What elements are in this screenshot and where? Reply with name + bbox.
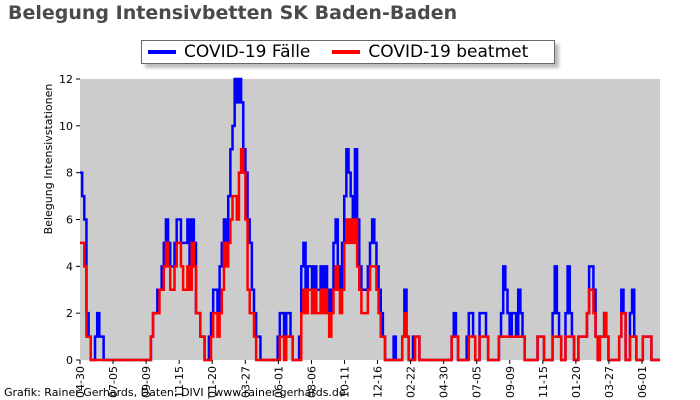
legend-entry-beatmet: COVID-19 beatmet	[332, 42, 528, 62]
x-tick-label: 04-30	[438, 366, 451, 398]
legend-swatch-faelle	[148, 50, 176, 54]
y-tick-label: 4	[66, 260, 73, 273]
y-tick-label: 6	[66, 214, 73, 227]
y-axis: 0 2 4 6 8 10 12	[59, 73, 80, 367]
legend-swatch-beatmet	[332, 50, 361, 54]
x-tick-label: 03-27	[603, 366, 616, 398]
series-line-1	[80, 148, 660, 362]
x-tick-label: 06-01	[272, 366, 285, 398]
x-tick-label: 03-27	[239, 366, 252, 398]
credit-text: Grafik: Rainer Gerhards, Daten: DIVI | w…	[4, 386, 346, 399]
x-tick-label: 11-15	[537, 366, 550, 398]
x-tick-label: 01-20	[206, 366, 219, 398]
x-tick-label: 10-11	[338, 366, 351, 398]
x-tick-label: 07-05	[471, 366, 484, 398]
y-tick-label: 0	[66, 354, 73, 367]
x-tick-label: 02-22	[405, 366, 418, 398]
x-tick-label: 07-05	[107, 366, 120, 398]
y-tick-label: 2	[66, 307, 73, 320]
x-tick-label: 09-09	[140, 366, 153, 398]
legend-entry-faelle: COVID-19 Fälle	[148, 42, 310, 62]
y-tick-label: 8	[66, 167, 73, 180]
y-tick-label: 10	[59, 120, 73, 133]
x-tick-label: 01-20	[570, 366, 583, 398]
chart-title: Belegung Intensivbetten SK Baden-Baden	[8, 2, 458, 24]
x-tick-label: 09-09	[504, 366, 517, 398]
y-tick-label: 12	[59, 73, 73, 86]
x-tick-label: 06-01	[636, 366, 649, 398]
x-tick-label: 04-30	[74, 366, 87, 398]
legend: COVID-19 Fälle COVID-19 beatmet	[141, 40, 555, 64]
y-axis-label: Belegung Intensivstationen	[42, 84, 55, 235]
legend-label-beatmet: COVID-19 beatmet	[368, 42, 529, 62]
series-layer	[80, 77, 660, 362]
legend-label-faelle: COVID-19 Fälle	[184, 42, 311, 62]
x-tick-label: 08-06	[305, 366, 318, 398]
x-tick-label: 12-16	[372, 366, 385, 398]
x-tick-label: 11-15	[173, 366, 186, 398]
x-axis: 04-30 07-05 09-09 11-15 01-20 03-27 06-01 08-06…	[74, 360, 649, 398]
